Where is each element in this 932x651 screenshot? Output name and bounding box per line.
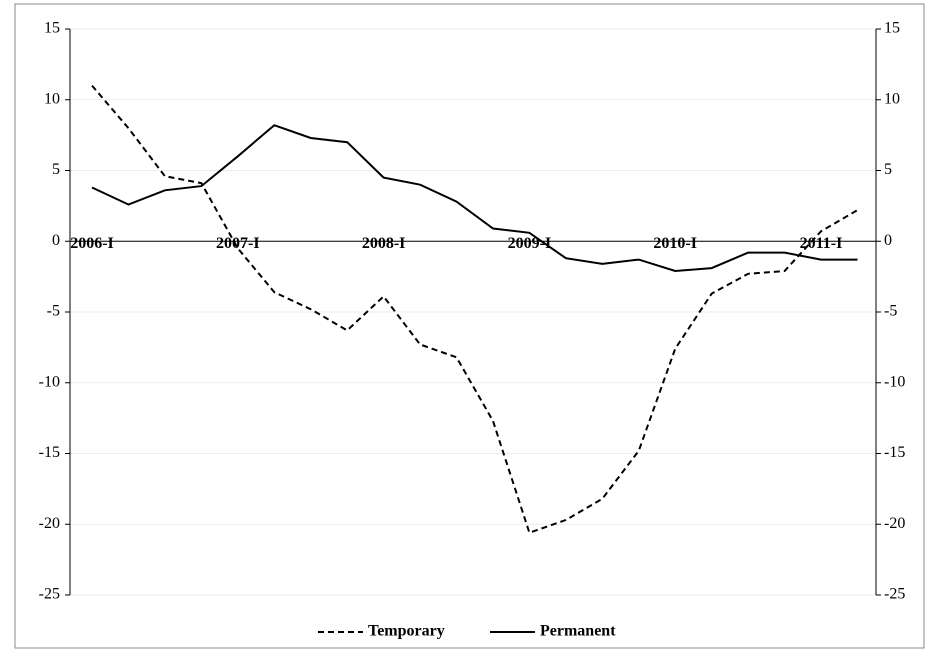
y-tick-label: 10: [44, 90, 60, 107]
y-tick-label: -20: [39, 515, 60, 532]
y2-tick-label: 10: [884, 90, 900, 107]
y-tick-label: -15: [39, 444, 60, 461]
y2-tick-label: -10: [884, 373, 905, 390]
x-tick-label: 2010-I: [653, 235, 697, 252]
line-series: [91, 124, 858, 273]
y2-tick-label: -15: [884, 444, 905, 461]
legend-label: Temporary: [368, 623, 445, 640]
line-series: [91, 84, 859, 534]
x-tick-label: 2006-I: [70, 235, 114, 252]
y-tick-label: 5: [52, 161, 60, 178]
y-tick-label: 0: [52, 232, 60, 249]
x-tick-label: 2007-I: [216, 235, 260, 252]
legend-label: Permanent: [540, 623, 616, 640]
y2-tick-label: 0: [884, 232, 892, 249]
y-tick-label: 15: [44, 20, 60, 37]
y2-tick-label: 5: [884, 161, 892, 178]
y-tick-label: -10: [39, 373, 60, 390]
y-tick-label: -5: [47, 303, 60, 320]
x-tick-label: 2011-I: [800, 235, 843, 252]
y2-tick-label: -20: [884, 515, 905, 532]
y2-tick-label: -25: [884, 586, 905, 603]
x-tick-label: 2008-I: [362, 235, 406, 252]
chart-frame: [14, 3, 925, 649]
y-tick-label: -25: [39, 586, 60, 603]
y2-tick-label: 15: [884, 20, 900, 37]
y2-tick-label: -5: [884, 303, 897, 320]
